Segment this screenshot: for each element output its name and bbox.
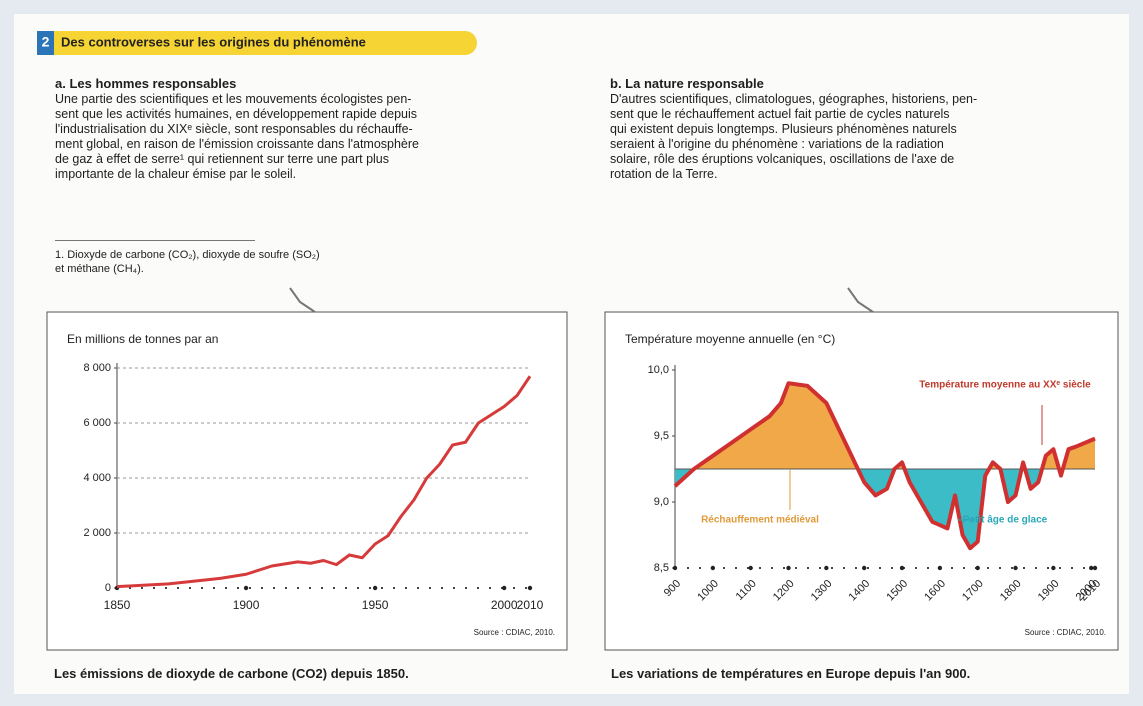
x-tick bbox=[710, 565, 716, 571]
paragraph-line: Une partie des scientifiques et les mouv… bbox=[55, 92, 412, 106]
section-heading: b. La nature responsable bbox=[610, 76, 764, 91]
caption: Les émissions de dioxyde de carbone (CO2… bbox=[54, 666, 409, 681]
x-tick bbox=[672, 565, 678, 571]
footnote-line: et méthane (CH₄). bbox=[55, 263, 144, 275]
x-tick bbox=[501, 585, 507, 591]
x-tick bbox=[527, 585, 533, 591]
title-band bbox=[37, 31, 477, 55]
y-axis-label: Température moyenne annuelle (en °C) bbox=[625, 332, 835, 346]
y-tick-label: 6 000 bbox=[83, 417, 111, 429]
annotation: Petit âge de glace bbox=[963, 515, 1048, 526]
paragraph-line: qui existent depuis longtemps. Plusieurs… bbox=[610, 122, 957, 136]
x-tick bbox=[1051, 565, 1056, 571]
footnote-line: 1. Dioxyde de carbone (CO₂), dioxyde de … bbox=[55, 249, 320, 261]
y-tick-label: 8 000 bbox=[83, 362, 111, 374]
x-tick bbox=[899, 565, 905, 571]
connector bbox=[847, 287, 874, 313]
paragraph-line: solaire, rôle des éruptions volcaniques,… bbox=[610, 152, 955, 166]
y-tick-label: 9,0 bbox=[654, 496, 669, 508]
x-tick-label: 1850 bbox=[104, 598, 131, 612]
section-heading: a. Les hommes responsables bbox=[55, 76, 237, 91]
paragraph-line: sent que les activités humaines, en déve… bbox=[55, 107, 418, 121]
paragraph-line: rotation de la Terre. bbox=[610, 167, 718, 181]
x-tick-label: 2000 bbox=[491, 598, 518, 612]
y-tick-label: 0 bbox=[105, 582, 111, 594]
x-tick bbox=[1089, 565, 1094, 571]
data-line bbox=[116, 375, 532, 589]
x-tick-label: 1950 bbox=[362, 598, 389, 612]
paragraph-line: ment global, en raison de l'émission cro… bbox=[55, 137, 419, 151]
y-tick-label: 4 000 bbox=[83, 472, 111, 484]
paragraph-line: l'industrialisation du XIXᵉ siècle, sont… bbox=[55, 122, 413, 136]
source: Source : CDIAC, 2010. bbox=[474, 628, 555, 637]
x-tick-label: 1900 bbox=[233, 598, 260, 612]
section-number: 2 bbox=[42, 34, 50, 50]
number-badge bbox=[37, 31, 54, 55]
x-tick-label: 2010 bbox=[517, 598, 544, 612]
y-tick-label: 9,5 bbox=[654, 430, 669, 442]
x-tick bbox=[372, 585, 378, 591]
annotation: Température moyenne au XXᵉ siècle bbox=[919, 380, 1091, 391]
x-tick bbox=[861, 565, 867, 571]
y-tick-label: 2 000 bbox=[83, 527, 111, 539]
x-tick bbox=[1092, 565, 1098, 571]
paragraph-line: seraient à l'origine du phénomène : vari… bbox=[610, 137, 944, 151]
y-tick-label: 8,5 bbox=[654, 562, 669, 574]
paragraph-line: de gaz à effet de serre¹ qui retiennent … bbox=[55, 152, 389, 166]
x-tick bbox=[824, 565, 829, 571]
paragraph-line: D'autres scientifiques, climatologues, g… bbox=[610, 92, 978, 106]
connector bbox=[289, 287, 316, 313]
chart-frame bbox=[46, 311, 568, 651]
x-tick bbox=[975, 565, 980, 571]
paragraph-line: sent que le réchauffement actuel fait pa… bbox=[610, 107, 950, 121]
annotation: Réchauffement médiéval bbox=[701, 515, 819, 526]
data-line bbox=[673, 381, 1096, 551]
x-tick bbox=[243, 585, 249, 591]
x-tick bbox=[1013, 565, 1018, 571]
section-title: Des controverses sur les origines du phé… bbox=[61, 34, 366, 49]
x-tick bbox=[786, 565, 791, 571]
cool-area bbox=[675, 469, 1095, 549]
y-axis-label: En millions de tonnes par an bbox=[67, 332, 218, 346]
source: Source : CDIAC, 2010. bbox=[1025, 628, 1106, 637]
x-tick bbox=[937, 565, 943, 571]
x-tick bbox=[748, 565, 753, 571]
paragraph-line: importante de la chaleur émise par le so… bbox=[55, 167, 297, 181]
footnote-rule bbox=[55, 240, 255, 241]
y-tick-label: 10,0 bbox=[648, 364, 669, 376]
caption: Les variations de températures en Europe… bbox=[611, 666, 971, 681]
